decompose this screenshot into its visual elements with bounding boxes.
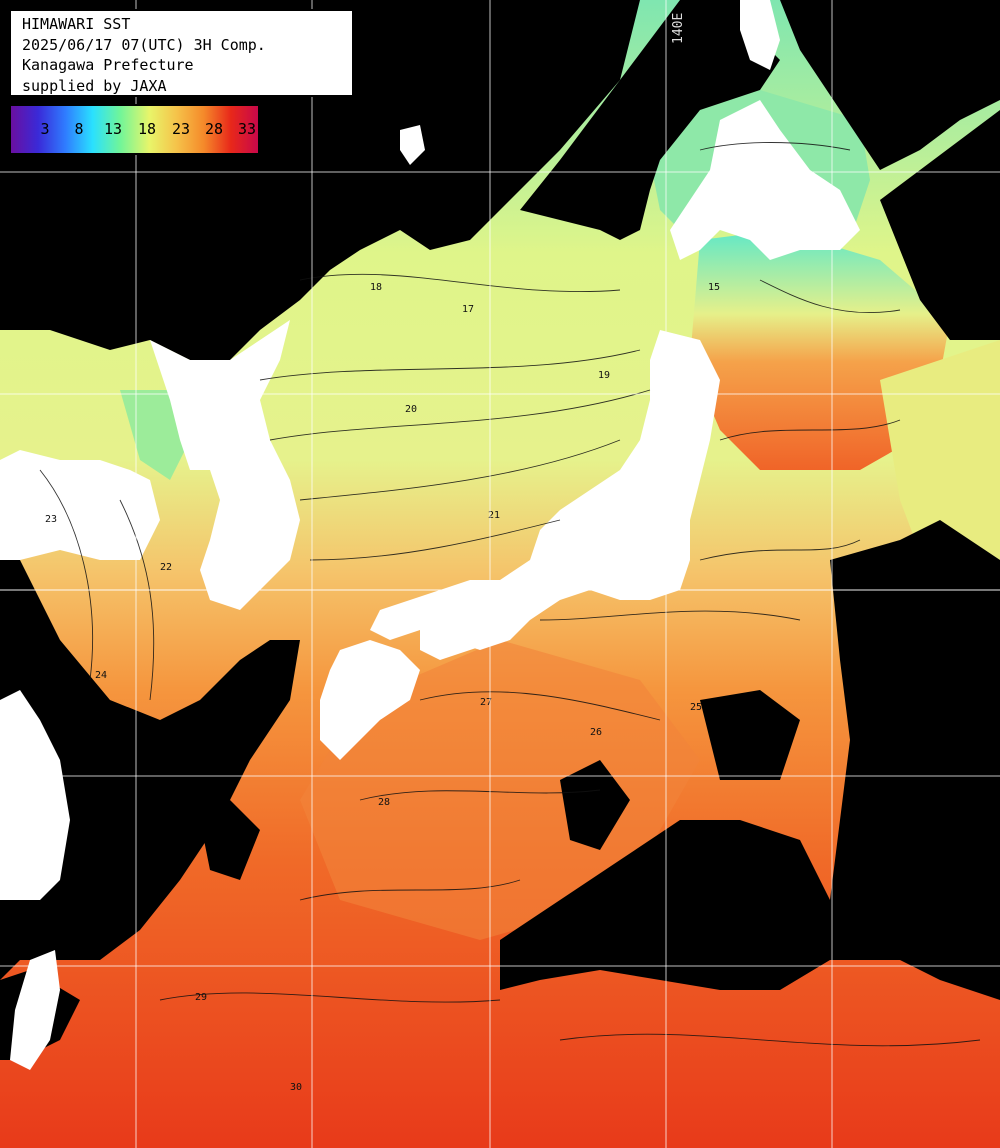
scale-tick: 18	[137, 120, 157, 138]
land-shikoku	[420, 620, 500, 660]
contour-label: 21	[488, 510, 500, 521]
scale-tick: 3	[40, 120, 50, 138]
contour-label: 27	[480, 697, 492, 708]
contour-label: 26	[590, 727, 602, 738]
land-taiwan	[10, 950, 60, 1070]
data-source: supplied by JAXA	[22, 76, 167, 95]
contour-label: 23	[45, 514, 57, 525]
contour-label: 19	[598, 370, 610, 381]
scale-tick: 8	[74, 120, 84, 138]
land-honshu	[370, 330, 720, 650]
contour-label: 29	[195, 992, 207, 1003]
contour-labels: 15 17 18 19 20 21 22 23 24 25 26 27 28 2…	[45, 282, 720, 1093]
scale-tick: 23	[171, 120, 191, 138]
land-island	[400, 125, 425, 165]
contour-label: 15	[708, 282, 720, 293]
product-title: HIMAWARI SST	[22, 15, 131, 33]
info-box: HIMAWARI SST 2025/06/17 07(UTC) 3H Comp.…	[9, 9, 354, 97]
land-kyushu	[320, 640, 420, 760]
scale-tick: 33	[237, 120, 257, 138]
contour-label: 28	[378, 797, 390, 808]
land-west-coast	[0, 690, 70, 900]
contour-label: 20	[405, 404, 417, 415]
scale-tick: 13	[103, 120, 123, 138]
sst-field-kuroshio	[300, 640, 700, 940]
contour-label: 24	[95, 670, 107, 681]
contour-label: 17	[462, 304, 474, 315]
land-sakhalin	[740, 0, 780, 70]
land-hokkaido	[670, 100, 860, 260]
land-asia-mainland	[0, 450, 160, 560]
sst-field-korea-coast	[120, 390, 190, 480]
contour-label: 22	[160, 562, 172, 573]
contour-label: 18	[370, 282, 382, 293]
temperature-color-scale: 3 8 13 18 23 28 33	[9, 104, 260, 155]
scale-tick: 28	[204, 120, 224, 138]
meridian-label-140e: 140E	[671, 13, 686, 44]
organization: Kanagawa Prefecture	[22, 56, 194, 74]
contour-label: 30	[290, 1082, 302, 1093]
sst-field-east	[880, 340, 1000, 600]
land-korea	[150, 320, 300, 610]
contour-label: 25	[690, 702, 702, 713]
land-masses	[0, 0, 860, 1070]
timestamp: 2025/06/17 07(UTC) 3H Comp.	[22, 35, 266, 54]
